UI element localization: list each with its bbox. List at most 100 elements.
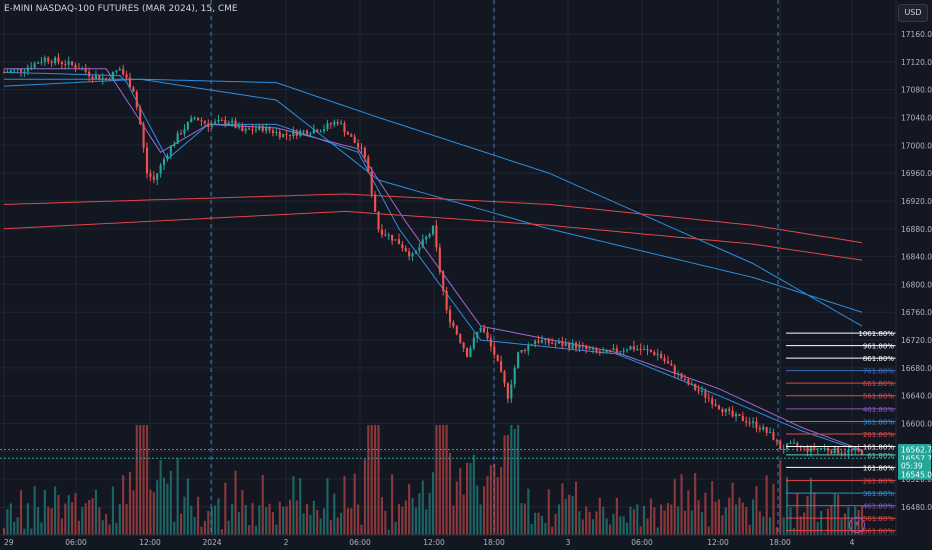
volume-bar [445,425,448,535]
candle-body [445,290,448,310]
candle-body [493,346,496,355]
volume-bar [670,504,673,535]
candles[interactable] [2,52,864,459]
candle-body [346,132,349,135]
volume-bar [649,498,652,535]
volume-bar [816,521,819,535]
moving-average-line [4,68,863,451]
candle-body [377,211,380,230]
volume-bar [721,515,724,535]
candle-body [646,349,649,351]
volume-bar [261,474,264,535]
candle-body [840,453,843,455]
candle-body [843,453,847,455]
volume-bar [282,506,285,535]
candle-body [312,129,315,134]
candle-body [806,446,809,452]
volume-bar [197,496,200,535]
candle-body [728,408,731,411]
volume-bar [237,512,240,535]
volume-bar [176,457,179,535]
volume-bar [394,521,397,535]
volume-bar [591,519,595,535]
volume-bar [544,522,547,535]
candle-body [6,72,9,74]
volume-bar [251,503,254,535]
candle-body [411,253,414,257]
volume-bar [656,527,659,535]
volume-bar [479,504,482,535]
volume-bar [738,497,741,535]
candle-body [125,74,128,78]
volume-bar [271,512,275,535]
candle-body [176,133,179,144]
price-tick-label: 17040.00 [901,113,932,122]
candle-body [486,332,489,339]
time-tick-label: 06:00 [65,538,87,547]
candle-body [789,442,792,444]
volume-bar [145,425,149,535]
volume-bar [809,477,812,535]
candle-body [367,157,370,172]
candle-body [540,340,544,343]
candle-body [465,348,469,357]
lightning-icon[interactable]: ⚡ [849,517,865,533]
volume-bar [162,477,166,535]
candle-body [152,176,155,180]
volume-bar [792,528,795,535]
volume-bar [357,504,360,535]
price-tick-label: 16480.00 [901,503,932,512]
time-axis[interactable]: 29 06:00 12:00 2024 2 06:00 12:00 18:00 3 06:00 12… [0,534,932,550]
candle-body [30,67,33,69]
volume-bar [333,493,336,535]
candle-body [598,351,601,354]
candle-body [666,361,669,364]
candle-body [241,125,244,131]
candle-body [214,121,217,124]
candle-body [71,61,74,65]
volume-bar [520,503,523,535]
volume-bar [714,501,717,535]
fib-level-label: 161.80% [863,443,894,451]
volume-bar [734,504,738,535]
volume-bar [626,522,629,535]
candle-body [43,57,46,62]
fib-level-label: 561.80% [863,393,894,401]
candle-body [74,64,77,69]
candle-body [309,133,312,135]
candle-body [448,309,452,323]
time-tick-label: 18:00 [483,538,505,547]
candle-body [564,343,567,346]
candle-body [435,225,438,248]
candle-body [626,349,629,351]
volume-bar [612,513,615,535]
fib-level-label: 961.80% [863,343,894,351]
currency-button[interactable]: USD [898,4,928,22]
candle-body [374,194,377,212]
candle-body [2,72,6,74]
volume-bar [258,505,261,535]
price-tick-label: 16640.00 [901,392,932,401]
volume-bar [118,504,121,535]
candle-body [397,239,401,245]
candle-body [697,389,700,392]
price-tag-label: 05:39 [901,461,923,470]
volume-bar [408,484,411,535]
fib-extensions[interactable]: 1061.80% 961.80% 861.80% 761.80% 661.80% 561.… [0,330,896,536]
chart-title: E-MINI NASDAQ-100 FUTURES (MAR 2024), 15… [4,4,238,14]
volume-bar [309,514,312,535]
volume-bar [636,504,639,535]
volume-bar [571,496,574,535]
volume-bar [472,454,475,535]
volume-bar [203,520,206,535]
volume-bar [840,518,843,535]
candle-body [534,340,537,345]
volume-bar [91,498,94,535]
candle-body [261,125,264,132]
volume-bar [561,483,564,535]
candle-body [305,130,309,135]
volume-bar [489,465,492,535]
candle-body [544,338,547,341]
